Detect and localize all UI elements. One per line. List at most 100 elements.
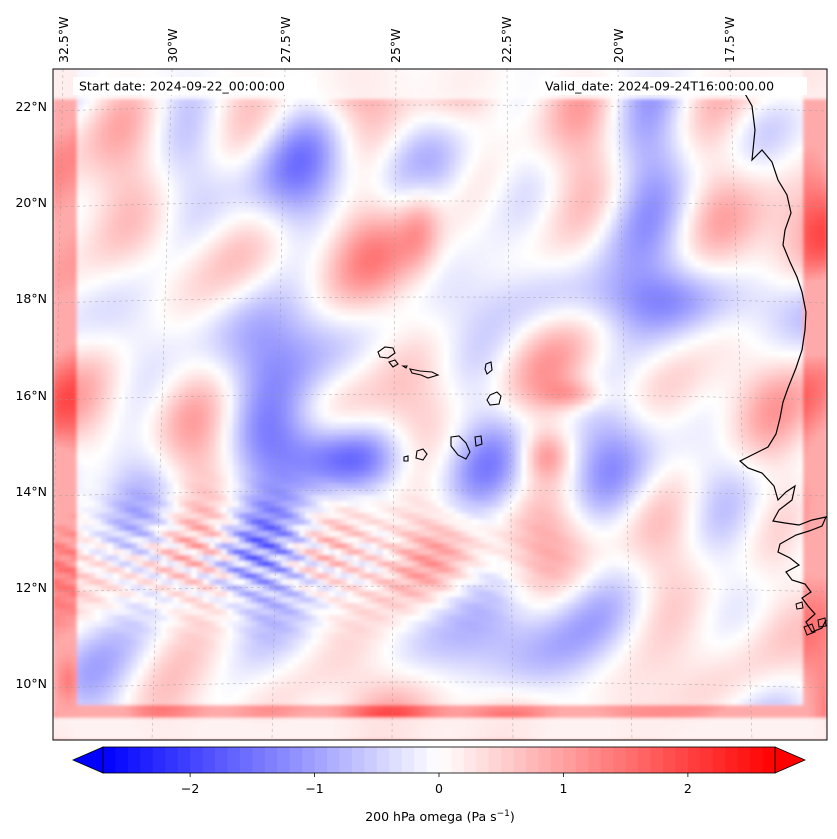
colorbar-segment — [252, 747, 266, 773]
map-panel: Start date: 2024-09-22_00:00:00 Valid_da… — [15, 17, 828, 741]
colorbar-segment — [127, 747, 141, 773]
colorbar-extend-low — [71, 746, 104, 774]
colorbar-segment — [750, 747, 764, 773]
latitude-gridline — [53, 104, 827, 112]
colorbar-segment — [600, 747, 614, 773]
lat-tick-label: 22°N — [15, 99, 47, 114]
lon-tick-label: 25°W — [388, 28, 403, 63]
gridlines — [53, 69, 827, 740]
island-brava — [403, 455, 409, 462]
colorbar-ticks: −2 −1 0 1 2 — [181, 773, 692, 796]
colorbar-segment — [351, 747, 365, 773]
latitude-gridline — [53, 489, 827, 497]
latitude-gridline — [53, 681, 827, 689]
colorbar-segment — [339, 747, 353, 773]
longitude-gridline — [617, 69, 633, 740]
colorbar-segment — [165, 747, 179, 773]
colorbar-tick-label: 2 — [684, 781, 692, 796]
map-frame — [52, 68, 828, 741]
lat-tick-label: 18°N — [15, 291, 47, 306]
lat-tick-label: 10°N — [15, 676, 47, 691]
colorbar-segment — [103, 747, 117, 773]
colorbar-segment — [115, 747, 129, 773]
colorbar-segment — [264, 747, 278, 773]
lon-tick-label: 22.5°W — [499, 17, 514, 63]
omega-field — [53, 69, 827, 740]
lat-tick-label: 20°N — [15, 195, 47, 210]
colorbar-extend-high — [774, 746, 807, 774]
colorbar-segment — [215, 747, 229, 773]
lon-tick-label: 17.5°W — [722, 17, 737, 63]
colorbar-segment — [613, 747, 627, 773]
colorbar-tick-label: −1 — [305, 781, 323, 796]
longitude-gridline — [506, 69, 514, 740]
colorbar-segment — [302, 747, 316, 773]
colorbar-segment — [314, 747, 328, 773]
colorbar-segment — [451, 747, 465, 773]
longitude-gridline — [729, 69, 753, 740]
lon-tick-label: 32.5°W — [56, 17, 71, 63]
colorbar-segment — [575, 747, 589, 773]
latitude-tick-labels: 22°N 20°N 18°N 16°N 14°N 12°N 10°N — [15, 99, 47, 691]
cape-verde-islands — [377, 346, 502, 462]
colorbar-segment — [439, 747, 453, 773]
lat-tick-label: 16°N — [15, 388, 47, 403]
island-fogo — [415, 448, 428, 461]
colorbar-segment — [725, 747, 739, 773]
colorbar-segment — [712, 747, 726, 773]
colorbar-segment — [177, 747, 191, 773]
colorbar-tick-label: −2 — [181, 781, 199, 796]
colorbar-segment — [401, 747, 415, 773]
colorbar-segment — [376, 747, 390, 773]
colorbar-segment — [762, 747, 776, 773]
longitude-tick-labels: 32.5°W 30°W 27.5°W 25°W 22.5°W 20°W 17.5… — [56, 17, 737, 63]
latitude-gridline — [53, 393, 827, 401]
island-maio — [474, 435, 483, 447]
island-sao-vicente — [388, 359, 399, 368]
colorbar-segment — [364, 747, 378, 773]
colorbar-tick-label: 0 — [435, 781, 443, 796]
colorbar-segment — [501, 747, 515, 773]
colorbar-segment — [289, 747, 303, 773]
colorbar-segment — [476, 747, 490, 773]
colorbar: −2 −1 0 1 2 200 hPa omega (Pa s−1) — [71, 746, 807, 824]
colorbar-segment — [700, 747, 714, 773]
island-santa-luzia — [401, 365, 408, 369]
longitude-gridline — [151, 69, 173, 740]
island-santiago — [450, 435, 471, 460]
colorbar-segment — [202, 747, 216, 773]
colorbar-segment — [687, 747, 701, 773]
colorbar-segment — [650, 747, 664, 773]
colorbar-segment — [277, 747, 291, 773]
colorbar-segment — [737, 747, 751, 773]
colorbar-segment — [227, 747, 241, 773]
colorbar-segment — [625, 747, 639, 773]
colorbar-segment — [239, 747, 253, 773]
colorbar-segment — [463, 747, 477, 773]
island-boa-vista — [486, 391, 502, 406]
latitude-gridline — [53, 200, 827, 208]
latitude-gridline — [53, 296, 827, 304]
lat-tick-label: 14°N — [15, 484, 47, 499]
colorbar-label: 200 hPa omega (Pa s−1) — [365, 809, 515, 824]
latitude-gridline — [53, 585, 827, 593]
colorbar-segment — [526, 747, 540, 773]
colorbar-segment — [152, 747, 166, 773]
lon-tick-label: 27.5°W — [278, 17, 293, 63]
colorbar-tick-label: 1 — [559, 781, 567, 796]
lat-tick-label: 12°N — [15, 580, 47, 595]
colorbar-segment — [675, 747, 689, 773]
colorbar-segment — [538, 747, 552, 773]
colorbar-segment — [663, 747, 677, 773]
start-date-box — [73, 77, 317, 95]
island-santo-antao — [377, 346, 396, 359]
longitude-gridline — [271, 69, 286, 740]
lon-tick-label: 30°W — [165, 28, 180, 63]
colorbar-segments — [103, 747, 776, 773]
colorbar-segment — [588, 747, 602, 773]
colorbar-segment — [426, 747, 440, 773]
lon-tick-label: 20°W — [611, 28, 626, 63]
colorbar-segment — [513, 747, 527, 773]
colorbar-segment — [327, 747, 341, 773]
